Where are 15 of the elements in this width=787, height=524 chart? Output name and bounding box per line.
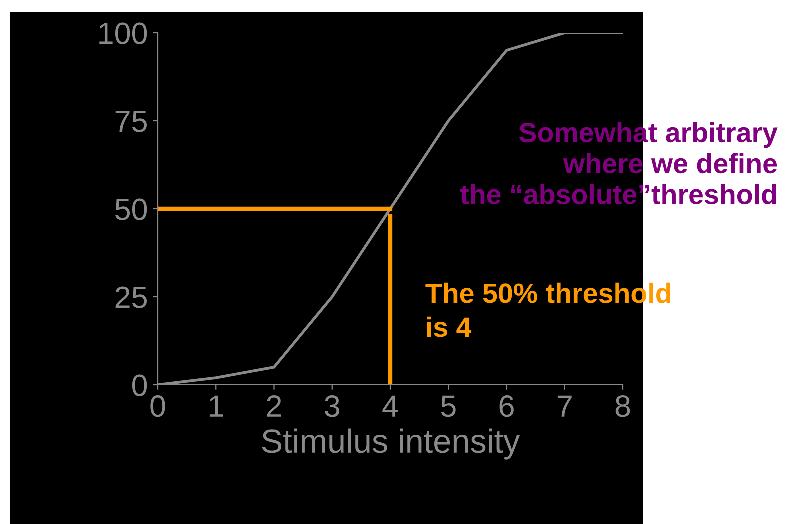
x-tick-label: 3 xyxy=(325,396,340,418)
y-tick-label: 25 xyxy=(116,286,147,308)
y-tick-label: 100 xyxy=(100,22,148,44)
x-tick-label: 6 xyxy=(500,396,514,418)
x-axis-title: Stimulus intensity xyxy=(262,428,520,460)
x-tick-label: 1 xyxy=(210,396,224,417)
y-tick-label: 75 xyxy=(116,111,147,132)
y-tick-label: 50 xyxy=(116,198,148,220)
x-tick-label: 5 xyxy=(441,396,456,418)
x-tick-label: 2 xyxy=(267,396,282,417)
x-tick-label: 0 xyxy=(150,396,166,418)
x-tick-label: 7 xyxy=(558,396,572,417)
x-tick-label: 8 xyxy=(616,396,630,418)
y-tick-label: 0 xyxy=(132,374,148,396)
x-tick-label: 4 xyxy=(382,396,398,417)
